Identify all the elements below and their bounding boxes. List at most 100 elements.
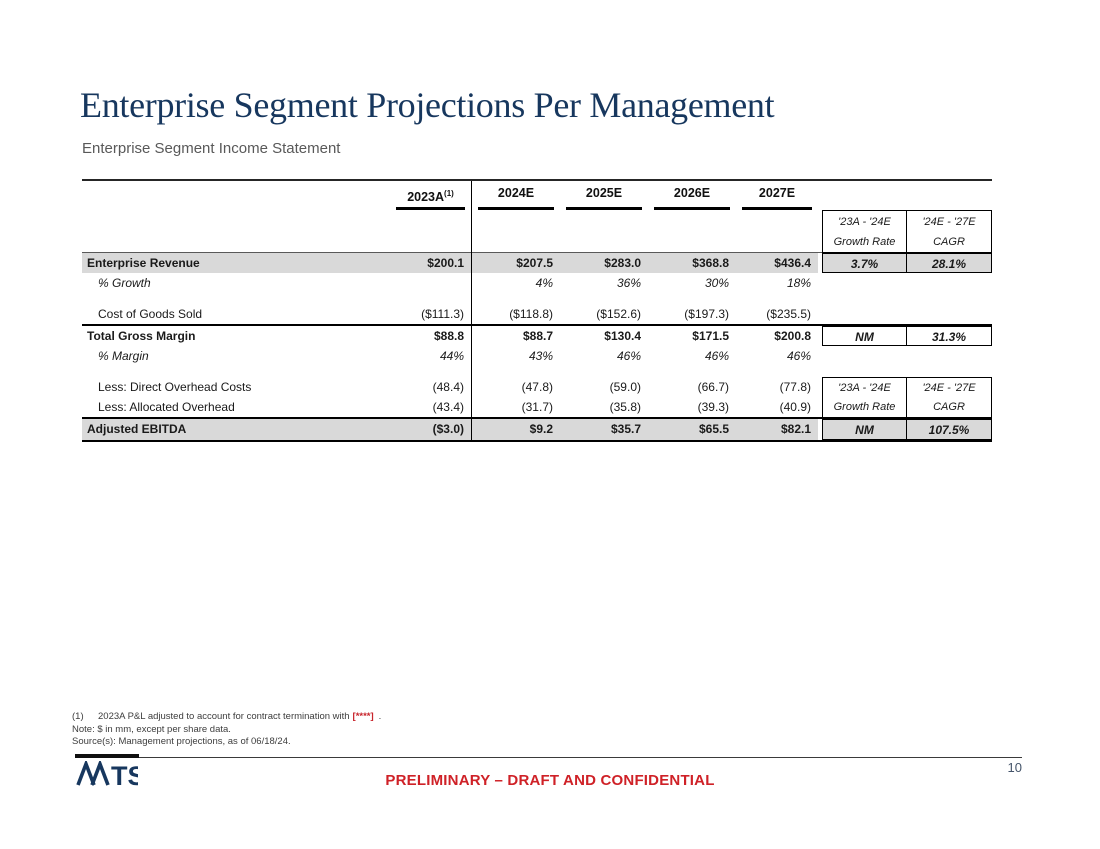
- table-row-enterprise-revenue: Enterprise Revenue $200.1 $207.5 $283.0 …: [82, 252, 992, 273]
- table-row-cogs: Cost of Goods Sold ($111.3) ($118.8) ($1…: [82, 304, 992, 324]
- cagr-value: 28.1%: [907, 253, 992, 273]
- table-cell: 46%: [704, 349, 729, 363]
- table-cell: 30%: [704, 276, 729, 290]
- table-cell: $171.5: [692, 329, 729, 343]
- table-row-direct-overhead: Less: Direct Overhead Costs (48.4) (47.8…: [82, 377, 992, 398]
- cagr-value: 107.5%: [907, 419, 992, 440]
- redacted-text: [****]: [352, 711, 374, 722]
- table-cell: (40.9): [779, 400, 811, 414]
- table-cell: ($111.3): [390, 304, 472, 324]
- table-cell: $82.1: [736, 419, 818, 440]
- table-cell: $35.7: [560, 419, 648, 440]
- row-label: % Margin: [98, 349, 149, 363]
- table-cell: [390, 273, 472, 293]
- column-header-2025e: 2025E: [560, 181, 648, 210]
- footnotes: (1) 2023A P&L adjusted to account for con…: [72, 711, 381, 749]
- mts-logo: TS: [76, 761, 138, 788]
- footnote-period: .: [378, 711, 382, 722]
- table-cell: ($197.3): [684, 307, 729, 321]
- table-cell: (31.7): [521, 400, 553, 414]
- table-cell: ($118.8): [509, 307, 553, 321]
- growth-rate-value: NM: [822, 419, 907, 440]
- footnote-source: Source(s): Management projections, as of…: [72, 736, 291, 747]
- table-cell: (59.0): [609, 380, 641, 394]
- logo-mark-icon: [76, 761, 96, 786]
- table-cell: $130.4: [604, 329, 641, 343]
- growth-rate-header: '23A - '24E Growth Rate: [822, 210, 907, 253]
- year-header-row: 2023A(1) 2024E 2025E 2026E 2027E: [82, 181, 992, 210]
- column-header-label: 2025E: [566, 181, 642, 210]
- growth-rate-header: '23A - '24E: [822, 377, 907, 398]
- table-cell: ($235.5): [766, 307, 811, 321]
- column-header-label: 2024E: [478, 181, 554, 210]
- table-row-adjusted-ebitda: Adjusted EBITDA ($3.0) $9.2 $35.7 $65.5 …: [82, 417, 992, 442]
- row-label: Enterprise Revenue: [82, 253, 390, 273]
- table-cell: $436.4: [736, 253, 818, 273]
- table-row-pct-margin: % Margin 44% 43% 46% 46% 46%: [82, 346, 992, 366]
- table-cell: 44%: [390, 346, 472, 366]
- growth-header-row: '23A - '24E Growth Rate '24E - '27E CAGR: [82, 210, 992, 253]
- table-cell: (39.3): [697, 400, 729, 414]
- table-row-allocated-overhead: Less: Allocated Overhead (43.4) (31.7) (…: [82, 397, 992, 418]
- income-statement-table: 2023A(1) 2024E 2025E 2026E 2027E: [82, 179, 992, 442]
- table-cell: 43%: [528, 349, 553, 363]
- table-cell: $200.8: [774, 329, 811, 343]
- table-cell: (43.4): [390, 397, 472, 418]
- cagr-header: CAGR: [907, 397, 992, 418]
- header-spacer: [82, 181, 390, 210]
- table-cell: ($3.0): [390, 419, 472, 440]
- table-row-total-gross-margin: Total Gross Margin $88.8 $88.7 $130.4 $1…: [82, 324, 992, 346]
- footnote-marker: (1): [72, 711, 84, 722]
- table-cell: 46%: [786, 349, 811, 363]
- growth-rate-header: Growth Rate: [822, 397, 907, 418]
- logo-mark-icon: [90, 761, 110, 786]
- column-header-label: 2023A: [407, 190, 445, 205]
- cagr-header: '24E - '27E CAGR: [907, 210, 992, 253]
- table-cell: $283.0: [560, 253, 648, 273]
- page-title: Enterprise Segment Projections Per Manag…: [80, 85, 775, 125]
- table-cell: 4%: [535, 276, 553, 290]
- row-label: Less: Allocated Overhead: [98, 400, 235, 414]
- column-header-label: 2027E: [742, 181, 812, 210]
- table-cell: (47.8): [521, 380, 553, 394]
- column-header-2024e: 2024E: [472, 181, 560, 210]
- footer-rule-accent: [75, 754, 139, 758]
- spacer-row: [82, 293, 992, 304]
- table-cell: 18%: [786, 276, 811, 290]
- growth-rate-value: 3.7%: [822, 253, 907, 273]
- page-subtitle: Enterprise Segment Income Statement: [82, 140, 341, 157]
- table-cell: (66.7): [697, 380, 729, 394]
- table-cell: $200.1: [390, 253, 472, 273]
- row-label: Less: Direct Overhead Costs: [98, 380, 252, 394]
- page-number: 10: [1007, 760, 1022, 775]
- row-label: Adjusted EBITDA: [82, 419, 390, 440]
- table-cell: 36%: [616, 276, 641, 290]
- footnote-text: 2023A P&L adjusted to account for contra…: [98, 711, 350, 722]
- table-cell: ($152.6): [596, 307, 641, 321]
- row-label: Cost of Goods Sold: [98, 307, 203, 321]
- logo-text: TS: [111, 761, 138, 788]
- confidential-banner: PRELIMINARY – DRAFT AND CONFIDENTIAL: [385, 772, 715, 789]
- row-label: Total Gross Margin: [87, 329, 196, 343]
- footnote-superscript: (1): [444, 189, 454, 198]
- table-cell: $65.5: [648, 419, 736, 440]
- table-cell: 46%: [616, 349, 641, 363]
- table-cell: $207.5: [472, 253, 560, 273]
- table-row-pct-growth: % Growth 4% 36% 30% 18%: [82, 273, 992, 293]
- table-cell: $9.2: [472, 419, 560, 440]
- table-cell: $368.8: [648, 253, 736, 273]
- table-cell: (35.8): [609, 400, 641, 414]
- cagr-header: '24E - '27E: [907, 377, 992, 398]
- row-label: % Growth: [98, 276, 151, 290]
- column-header-label: 2026E: [654, 181, 730, 210]
- footnote-note: Note: $ in mm, except per share data.: [72, 723, 231, 735]
- spacer-row: [82, 366, 992, 377]
- table-cell: $88.8: [390, 326, 472, 346]
- table-cell: (48.4): [390, 377, 472, 398]
- footer-rule: [75, 757, 1022, 758]
- column-header-2023a: 2023A(1): [390, 181, 472, 210]
- column-header-2026e: 2026E: [648, 181, 736, 210]
- cagr-value: 31.3%: [907, 326, 992, 346]
- table-cell: (77.8): [779, 380, 811, 394]
